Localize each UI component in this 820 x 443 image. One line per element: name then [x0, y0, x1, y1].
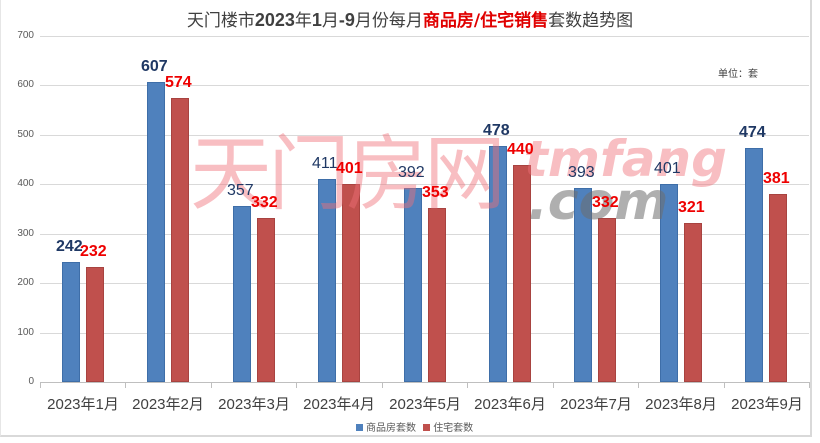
- x-tick-label: 2023年5月: [389, 396, 461, 413]
- data-label-commercial: 474: [739, 124, 766, 141]
- gridline: [40, 85, 809, 86]
- bar-commercial: [62, 262, 80, 382]
- bar-commercial: [574, 188, 592, 382]
- gridline: [40, 234, 809, 235]
- y-tick-label: 400: [17, 178, 34, 189]
- data-label-residential: 381: [763, 170, 790, 187]
- title-text: -9: [338, 10, 355, 30]
- watermark-cn: 天门房网: [190, 127, 506, 222]
- x-tick-mark: [211, 382, 212, 388]
- bar-residential: [769, 194, 787, 382]
- chart-frame: [0, 0, 812, 437]
- data-label-commercial: 411: [312, 155, 338, 172]
- legend-swatch-red: [423, 424, 431, 431]
- data-label-commercial: 357: [227, 182, 254, 199]
- title-highlight: 商品房/住宅销售: [422, 11, 549, 31]
- x-tick-mark: [467, 382, 468, 388]
- x-tick-mark: [40, 382, 41, 388]
- data-label-residential: 232: [80, 243, 107, 260]
- title-text: 1: [311, 10, 322, 30]
- bar-commercial: [660, 184, 678, 382]
- data-label-commercial: 392: [398, 164, 425, 181]
- legend-item-commercial: 商品房套数: [356, 423, 416, 434]
- bar-residential: [513, 165, 531, 382]
- gridline: [40, 184, 809, 185]
- x-tick-mark: [382, 382, 383, 388]
- data-label-residential: 574: [165, 74, 192, 91]
- title-text: 月份每月: [354, 11, 423, 31]
- data-label-residential: 353: [422, 184, 449, 201]
- x-tick-label: 2023年2月: [132, 396, 204, 413]
- bar-commercial: [489, 146, 507, 382]
- y-tick-label: 500: [17, 129, 34, 140]
- bar-commercial: [147, 82, 165, 382]
- x-tick-mark: [638, 382, 639, 388]
- bar-residential: [257, 218, 275, 382]
- watermark-com: .com: [528, 172, 669, 232]
- x-tick-label: 2023年1月: [47, 396, 119, 413]
- x-tick-label: 2023年8月: [645, 396, 717, 413]
- title-text: 年: [294, 11, 312, 31]
- bar-residential: [598, 218, 616, 382]
- data-label-residential: 332: [251, 194, 278, 211]
- gridline: [40, 36, 809, 37]
- gridline: [40, 333, 809, 334]
- bar-residential: [684, 223, 702, 382]
- title-text: 天门楼市: [186, 11, 255, 31]
- data-label-residential: 332: [592, 194, 619, 211]
- bar-commercial: [745, 148, 763, 382]
- x-tick-mark: [125, 382, 126, 388]
- gridline: [40, 135, 809, 136]
- y-tick-label: 700: [17, 30, 34, 41]
- legend-label: 商品房套数: [366, 423, 416, 434]
- legend: 商品房套数 住宅套数: [356, 419, 477, 434]
- bar-residential: [342, 184, 360, 382]
- data-label-residential: 440: [507, 141, 534, 158]
- data-label-commercial: 478: [483, 122, 510, 139]
- legend-swatch-blue: [356, 424, 363, 431]
- y-tick-label: 600: [17, 79, 34, 90]
- bar-residential: [428, 208, 446, 382]
- x-tick-label: 2023年3月: [218, 396, 290, 413]
- x-tick-label: 2023年7月: [560, 396, 632, 413]
- data-label-residential: 401: [336, 160, 363, 177]
- chart-title: 天门楼市2023年1月-9月份每月商品房/住宅销售套数趋势图: [0, 6, 820, 31]
- y-tick-label: 0: [28, 376, 34, 387]
- data-label-commercial: 607: [141, 58, 168, 75]
- unit-label: 单位：套: [718, 69, 758, 80]
- bar-residential: [86, 267, 104, 382]
- gridline: [40, 283, 809, 284]
- bar-commercial: [233, 206, 251, 382]
- legend-label: 住宅套数: [433, 423, 474, 434]
- x-tick-mark: [809, 382, 810, 388]
- data-label-residential: 321: [678, 199, 705, 216]
- title-text: 2023: [254, 10, 295, 30]
- title-text: 套数趋势图: [548, 11, 634, 31]
- y-tick-label: 200: [17, 277, 34, 288]
- y-tick-label: 100: [17, 327, 34, 338]
- data-label-commercial: 401: [654, 160, 681, 177]
- bar-residential: [171, 98, 189, 382]
- bar-commercial: [318, 179, 336, 382]
- x-tick-label: 2023年4月: [303, 396, 375, 413]
- x-tick-mark: [553, 382, 554, 388]
- legend-item-residential: 住宅套数: [423, 423, 473, 434]
- watermark-en: tmfang: [524, 130, 727, 188]
- y-tick-label: 300: [17, 228, 34, 239]
- title-text: 月: [321, 11, 339, 31]
- x-axis: [40, 382, 809, 383]
- x-tick-mark: [724, 382, 725, 388]
- data-label-commercial: 393: [568, 164, 595, 181]
- x-tick-label: 2023年9月: [731, 396, 803, 413]
- x-tick-label: 2023年6月: [474, 396, 546, 413]
- data-label-commercial: 242: [56, 238, 83, 255]
- bar-commercial: [404, 188, 422, 382]
- x-tick-mark: [296, 382, 297, 388]
